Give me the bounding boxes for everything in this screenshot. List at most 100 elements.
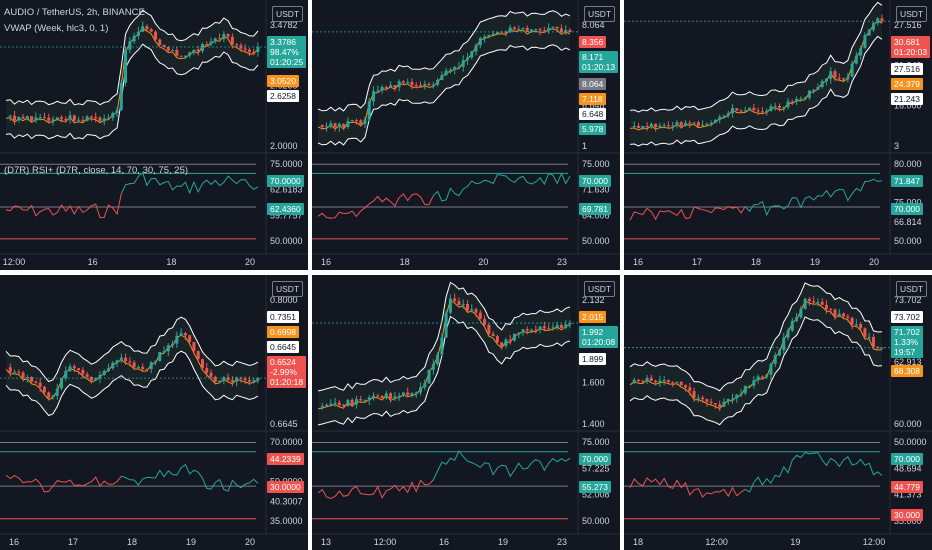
candle-body[interactable]	[175, 335, 179, 344]
candle-body[interactable]	[30, 116, 34, 121]
candle-body[interactable]	[645, 126, 649, 128]
candle-body[interactable]	[833, 71, 837, 78]
candle-body[interactable]	[85, 116, 89, 121]
candle-body[interactable]	[179, 55, 183, 57]
vwap-lower-band[interactable]	[5, 43, 259, 140]
candle-body[interactable]	[393, 85, 397, 88]
candle-body[interactable]	[359, 120, 363, 124]
candle-body[interactable]	[30, 377, 34, 382]
candle-body[interactable]	[346, 121, 350, 127]
rsi-line-bearish[interactable]	[5, 193, 122, 219]
rsi-line-bearish[interactable]	[317, 479, 434, 500]
candle-body[interactable]	[696, 122, 700, 126]
candle-body[interactable]	[666, 125, 670, 127]
candle-body[interactable]	[641, 126, 645, 128]
candle-body[interactable]	[726, 399, 730, 402]
candle-body[interactable]	[790, 101, 794, 103]
candle-body[interactable]	[42, 386, 46, 393]
candle-body[interactable]	[107, 117, 111, 119]
candle-body[interactable]	[871, 23, 875, 30]
candle-body[interactable]	[521, 329, 525, 333]
vwap-upper-band[interactable]	[317, 281, 571, 392]
candle-body[interactable]	[478, 312, 482, 320]
candle-body[interactable]	[786, 330, 790, 338]
candle-body[interactable]	[880, 347, 884, 349]
candle-body[interactable]	[465, 57, 469, 61]
candle-body[interactable]	[495, 32, 499, 34]
candle-body[interactable]	[226, 34, 230, 37]
candle-body[interactable]	[675, 122, 679, 126]
candle-body[interactable]	[649, 123, 653, 127]
candle-body[interactable]	[859, 48, 863, 56]
candle-body[interactable]	[448, 69, 452, 71]
candle-body[interactable]	[457, 66, 461, 68]
candle-body[interactable]	[132, 362, 136, 368]
candle-body[interactable]	[98, 117, 102, 121]
candle-body[interactable]	[350, 120, 354, 122]
candle-body[interactable]	[34, 381, 38, 383]
candle-body[interactable]	[773, 355, 777, 364]
currency-button[interactable]: USDT	[272, 6, 304, 22]
candle-body[interactable]	[158, 352, 162, 362]
candle-body[interactable]	[8, 115, 12, 117]
candle-body[interactable]	[850, 317, 854, 325]
candle-body[interactable]	[564, 324, 568, 328]
candle-body[interactable]	[461, 60, 465, 67]
candle-body[interactable]	[68, 366, 72, 371]
vwap-lower-band[interactable]	[629, 35, 883, 147]
candle-body[interactable]	[389, 85, 393, 88]
candle-body[interactable]	[230, 36, 234, 45]
candle-body[interactable]	[739, 393, 743, 395]
candle-body[interactable]	[64, 118, 68, 120]
vwap-upper-band[interactable]	[317, 10, 571, 112]
candle-body[interactable]	[837, 77, 841, 79]
candle-body[interactable]	[162, 44, 166, 47]
candle-body[interactable]	[256, 378, 260, 381]
candle-body[interactable]	[871, 336, 875, 347]
candle-body[interactable]	[320, 405, 324, 407]
candle-body[interactable]	[115, 109, 119, 114]
candle-body[interactable]	[171, 50, 175, 52]
candle-body[interactable]	[51, 119, 55, 121]
chart-panel[interactable]: 2.132 1.899 1.600 1.400 75.000 57.225 52.008 50…	[312, 275, 620, 550]
candle-body[interactable]	[824, 78, 828, 82]
candle-body[interactable]	[162, 351, 166, 353]
vwap-line[interactable]	[629, 300, 883, 410]
candle-body[interactable]	[89, 116, 93, 118]
candle-body[interactable]	[397, 395, 401, 397]
candle-body[interactable]	[21, 116, 25, 119]
candle-body[interactable]	[346, 399, 350, 407]
candle-body[interactable]	[440, 337, 444, 355]
candle-body[interactable]	[551, 327, 555, 329]
candle-body[interactable]	[333, 123, 337, 127]
candle-body[interactable]	[863, 328, 867, 337]
candle-body[interactable]	[350, 399, 354, 405]
candle-body[interactable]	[530, 329, 534, 331]
candle-body[interactable]	[534, 29, 538, 31]
currency-button[interactable]: USDT	[584, 6, 616, 22]
candle-body[interactable]	[551, 26, 555, 28]
candle-body[interactable]	[149, 362, 153, 370]
candle-body[interactable]	[68, 115, 72, 120]
candle-body[interactable]	[342, 404, 346, 407]
candle-body[interactable]	[470, 309, 474, 311]
candle-body[interactable]	[803, 97, 807, 99]
candle-body[interactable]	[419, 85, 423, 87]
candle-body[interactable]	[743, 110, 747, 112]
candle-body[interactable]	[654, 380, 658, 383]
candle-body[interactable]	[474, 309, 478, 313]
candle-body[interactable]	[89, 376, 93, 381]
candle-body[interactable]	[230, 379, 234, 382]
candle-body[interactable]	[218, 380, 222, 382]
candle-body[interactable]	[829, 309, 833, 311]
candle-body[interactable]	[102, 118, 106, 121]
candle-body[interactable]	[692, 390, 696, 398]
candle-body[interactable]	[410, 393, 414, 395]
candle-body[interactable]	[521, 27, 525, 29]
candle-body[interactable]	[252, 380, 256, 382]
candle-body[interactable]	[568, 323, 572, 325]
candle-body[interactable]	[423, 383, 427, 388]
vwap-lower-band[interactable]	[629, 316, 883, 426]
candle-body[interactable]	[414, 392, 418, 394]
candle-body[interactable]	[748, 107, 752, 111]
